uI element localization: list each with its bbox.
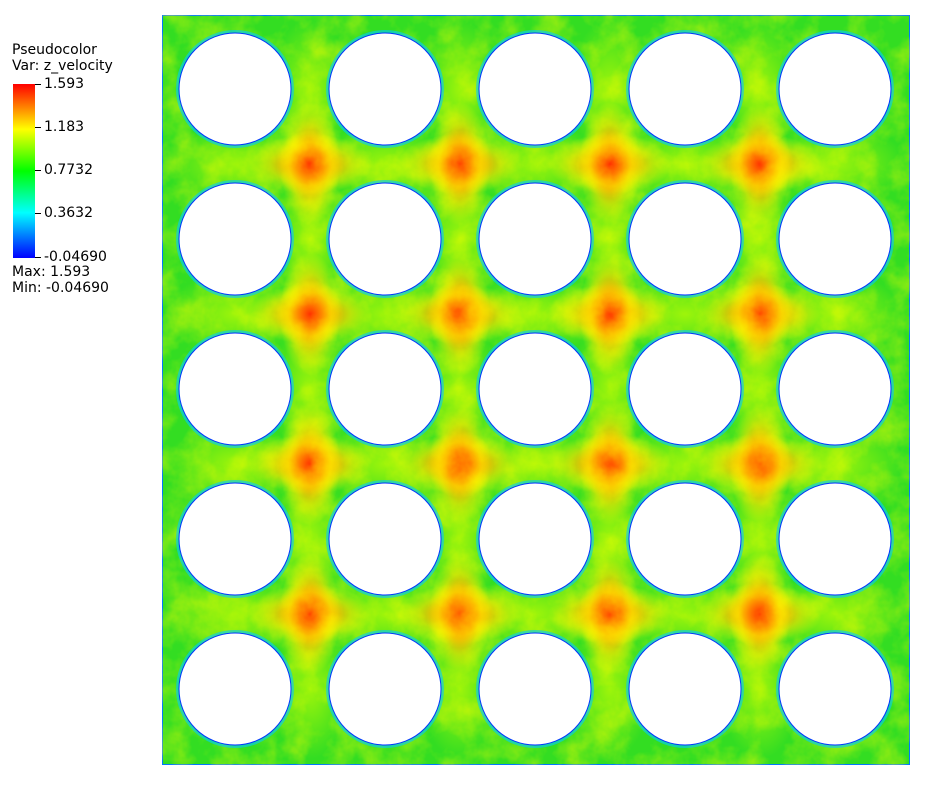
velocity-field-plot <box>162 15 910 765</box>
rod <box>328 32 442 146</box>
rod <box>628 482 742 596</box>
rod <box>328 632 442 746</box>
rod <box>628 32 742 146</box>
rod <box>778 32 892 146</box>
rod <box>478 182 592 296</box>
colorbar-tick <box>35 257 41 258</box>
legend-min: Min: -0.04690 <box>12 280 109 296</box>
rod <box>328 482 442 596</box>
rod <box>178 182 292 296</box>
colorbar-tick-label: 0.7732 <box>44 162 93 178</box>
rod <box>178 32 292 146</box>
rod <box>628 182 742 296</box>
rod-layer <box>176 30 894 748</box>
colorbar-tick <box>35 213 41 214</box>
colorbar-tick <box>35 127 41 128</box>
rod <box>328 332 442 446</box>
rod <box>778 332 892 446</box>
rod <box>178 332 292 446</box>
colorbar-tick-label: 1.593 <box>44 76 85 92</box>
velocity-field-svg <box>162 15 910 765</box>
rod <box>778 182 892 296</box>
colorbar-tick-label: 0.3632 <box>44 205 93 221</box>
legend-variable: Var: z_velocity <box>12 58 113 74</box>
rod <box>628 332 742 446</box>
rod <box>628 632 742 746</box>
colorbar-tick-label: 1.183 <box>44 119 85 135</box>
legend-max: Max: 1.593 <box>12 264 91 280</box>
rod <box>778 632 892 746</box>
colorbar <box>13 84 35 258</box>
rod <box>328 182 442 296</box>
rod <box>778 482 892 596</box>
colorbar-tick <box>35 84 41 85</box>
rod <box>178 482 292 596</box>
rod <box>178 632 292 746</box>
legend-title: Pseudocolor <box>12 42 97 58</box>
rod <box>478 632 592 746</box>
rod <box>478 32 592 146</box>
colorbar-tick <box>35 170 41 171</box>
rod <box>478 482 592 596</box>
colorbar-legend: Pseudocolor Var: z_velocity 1.593 1.183 … <box>0 0 150 300</box>
colorbar-tick-label: -0.04690 <box>44 249 107 265</box>
rod <box>478 332 592 446</box>
